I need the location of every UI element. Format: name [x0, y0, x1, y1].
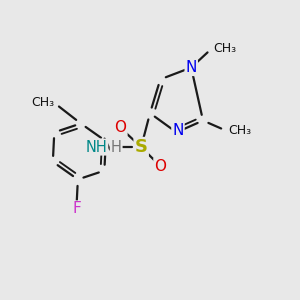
Text: F: F	[72, 201, 81, 216]
Text: NH: NH	[85, 140, 107, 154]
Text: CH₃: CH₃	[228, 124, 251, 137]
Text: N: N	[172, 123, 184, 138]
Text: O: O	[154, 159, 166, 174]
Text: N: N	[185, 60, 197, 75]
Text: S: S	[135, 138, 148, 156]
Text: CH₃: CH₃	[31, 96, 54, 110]
Text: O: O	[115, 120, 127, 135]
Text: H: H	[111, 140, 122, 154]
Text: CH₃: CH₃	[213, 42, 236, 55]
